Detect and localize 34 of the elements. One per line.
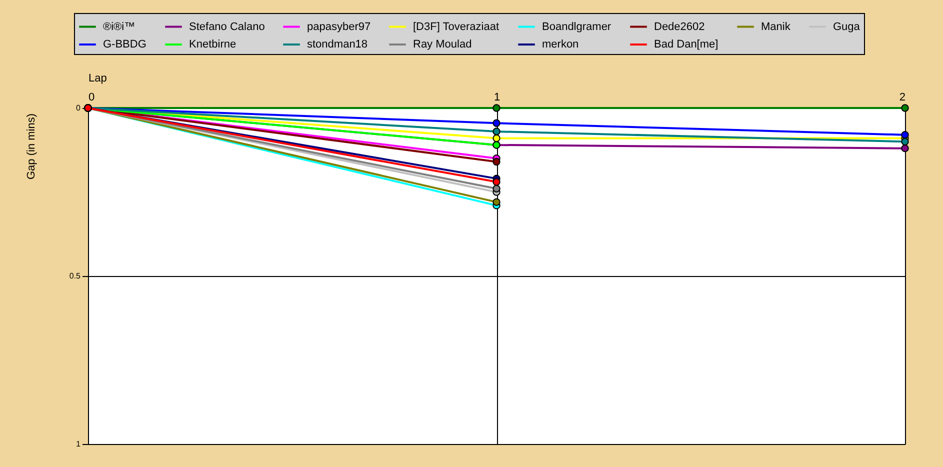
x-tick-label: 2 bbox=[899, 92, 906, 104]
point bbox=[492, 198, 500, 206]
legend-label: Knetbirne bbox=[189, 38, 236, 50]
legend-label: Ray Moulad bbox=[413, 38, 472, 50]
legend-label: Bad Dan[me] bbox=[654, 38, 718, 50]
y-tick-label: 0 bbox=[76, 104, 82, 112]
legend-label: ®i®i™ bbox=[103, 20, 136, 33]
point bbox=[492, 184, 500, 192]
legend-label: Boandlgramer bbox=[542, 20, 612, 33]
y-axis-title: Gap (in mins) bbox=[26, 113, 38, 180]
point bbox=[492, 178, 500, 186]
legend-label: G-BBDG bbox=[103, 38, 146, 50]
x-tick-label: 1 bbox=[494, 92, 500, 104]
y-tick-label: 0.5 bbox=[69, 272, 82, 280]
legend-label: Dede2602 bbox=[654, 20, 705, 33]
legend-label: Stefano Calano bbox=[189, 20, 265, 33]
y-tick-label: 1 bbox=[76, 440, 82, 448]
point bbox=[901, 138, 909, 146]
legend-label: merkon bbox=[542, 38, 579, 50]
legend-label: Manik bbox=[761, 20, 791, 33]
point bbox=[901, 104, 909, 112]
legend-label: papasyber97 bbox=[307, 20, 371, 33]
legend-label: Guga bbox=[833, 20, 861, 33]
point bbox=[901, 131, 909, 139]
point bbox=[492, 158, 500, 166]
x-axis-title: Lap bbox=[88, 72, 107, 84]
point bbox=[492, 134, 500, 142]
point bbox=[492, 119, 500, 127]
legend-label: [D3F] Toveraziaat bbox=[413, 20, 500, 33]
point bbox=[901, 144, 909, 152]
point bbox=[492, 128, 500, 136]
point bbox=[492, 104, 500, 112]
x-tick-label: 0 bbox=[88, 92, 95, 104]
legend-label: stondman18 bbox=[307, 38, 368, 50]
